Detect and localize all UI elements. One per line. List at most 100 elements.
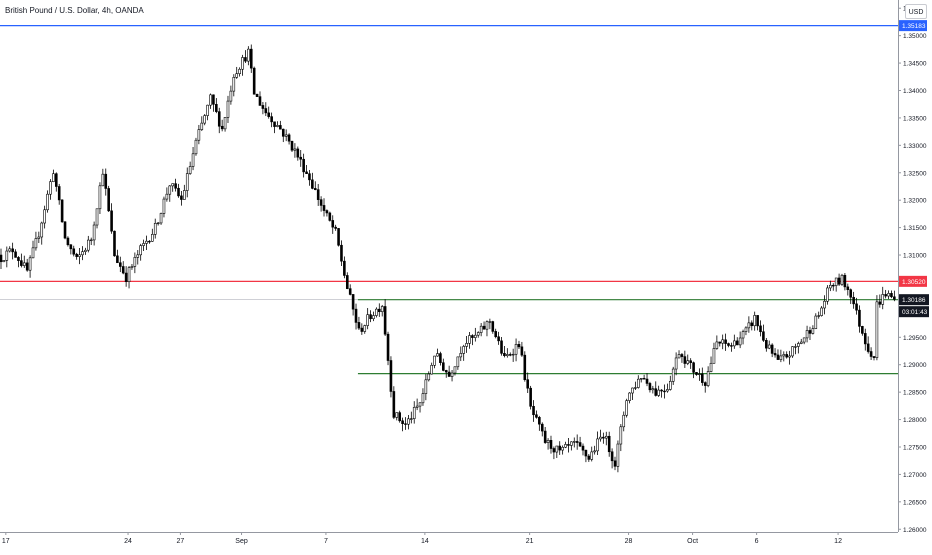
candle-body xyxy=(462,346,465,354)
x-tick-label: 6 xyxy=(755,538,759,545)
candle-body xyxy=(98,185,102,210)
y-tick-label: 1.29500 xyxy=(903,335,927,342)
candle-body xyxy=(476,332,480,336)
candle-body xyxy=(386,333,390,361)
candle-body xyxy=(663,390,666,393)
candle-body xyxy=(322,205,326,211)
candle-body xyxy=(852,296,855,305)
candle-body xyxy=(5,250,9,261)
candle-body xyxy=(558,445,562,451)
candle-body xyxy=(642,378,646,380)
price-axis[interactable] xyxy=(898,0,932,550)
candle-body xyxy=(506,354,509,357)
candle-body xyxy=(389,360,393,392)
candle-body xyxy=(366,314,369,326)
candle-body xyxy=(686,360,690,364)
candle-body xyxy=(660,389,663,392)
candle-body xyxy=(887,293,890,297)
candle-body xyxy=(287,134,291,142)
candle-body xyxy=(447,371,451,377)
candle-body xyxy=(692,362,695,373)
candle-body xyxy=(727,343,730,346)
candle-body xyxy=(424,379,428,394)
candle-body xyxy=(648,383,652,391)
candle-body xyxy=(718,341,722,344)
candle-body xyxy=(503,353,506,357)
price-label-0: 1.35183 xyxy=(902,23,926,30)
candle-body xyxy=(241,57,244,70)
candle-body xyxy=(101,173,105,187)
candle-body xyxy=(395,412,399,418)
candle-body xyxy=(354,308,358,323)
candle-body xyxy=(433,355,436,366)
currency-button[interactable]: USD xyxy=(905,4,927,19)
candle-body xyxy=(613,460,617,467)
candle-body xyxy=(474,334,477,338)
candle-body xyxy=(511,353,515,356)
candle-body xyxy=(412,407,416,419)
x-tick-label: 24 xyxy=(124,538,132,545)
candle-body xyxy=(683,356,687,364)
candle-body xyxy=(840,274,844,285)
candle-body xyxy=(133,257,137,267)
candle-body xyxy=(674,357,678,370)
candle-body xyxy=(363,325,367,332)
candle-body xyxy=(808,330,812,334)
y-tick-label: 1.28500 xyxy=(903,390,927,397)
candle-body xyxy=(861,326,864,334)
candle-body xyxy=(846,286,850,290)
candle-body xyxy=(636,378,640,388)
candle-body xyxy=(72,248,76,255)
candle-body xyxy=(715,341,719,349)
candle-body xyxy=(430,365,433,375)
y-tick-label: 1.34500 xyxy=(903,61,927,68)
candle-body xyxy=(831,284,835,287)
candle-body xyxy=(619,426,623,445)
candle-body xyxy=(651,388,655,391)
candle-body xyxy=(217,111,221,127)
candle-body xyxy=(747,322,751,329)
candle-body xyxy=(0,254,3,263)
candle-body xyxy=(730,345,733,347)
candle-body xyxy=(834,277,838,286)
candle-body xyxy=(197,129,201,141)
candle-body xyxy=(535,414,538,418)
candle-body xyxy=(875,301,879,358)
candle-body xyxy=(255,93,259,97)
candle-body xyxy=(401,420,404,425)
candle-body xyxy=(450,372,454,377)
candle-body xyxy=(153,223,157,235)
candle-body xyxy=(229,90,233,102)
last-price-label: 1.30186 xyxy=(902,297,926,304)
y-tick-label: 1.31500 xyxy=(903,225,927,232)
candle-body xyxy=(599,436,602,440)
candle-body xyxy=(302,158,305,173)
x-tick-label: 12 xyxy=(834,538,842,545)
candle-body xyxy=(538,417,541,425)
candle-body xyxy=(529,387,532,407)
candle-body xyxy=(279,125,282,130)
candle-body xyxy=(631,387,634,394)
candle-body xyxy=(162,198,166,214)
candle-body xyxy=(572,441,576,443)
candle-body xyxy=(465,343,468,347)
candle-body xyxy=(267,112,271,117)
candle-body xyxy=(404,423,407,425)
candle-body xyxy=(151,234,154,242)
candle-body xyxy=(514,344,518,355)
candle-body xyxy=(63,221,67,239)
candle-body xyxy=(52,173,55,182)
candle-body xyxy=(759,325,762,333)
candle-body xyxy=(884,294,887,297)
symbol-legend: British Pound / U.S. Dollar, 4h, OANDA xyxy=(5,6,144,15)
candle-body xyxy=(305,171,308,175)
candle-body xyxy=(212,94,215,105)
candle-body xyxy=(712,348,716,364)
candle-body xyxy=(794,346,797,348)
candle-body xyxy=(567,444,570,446)
candle-body xyxy=(855,303,858,311)
candle-body xyxy=(392,391,396,418)
candle-body xyxy=(444,370,448,373)
